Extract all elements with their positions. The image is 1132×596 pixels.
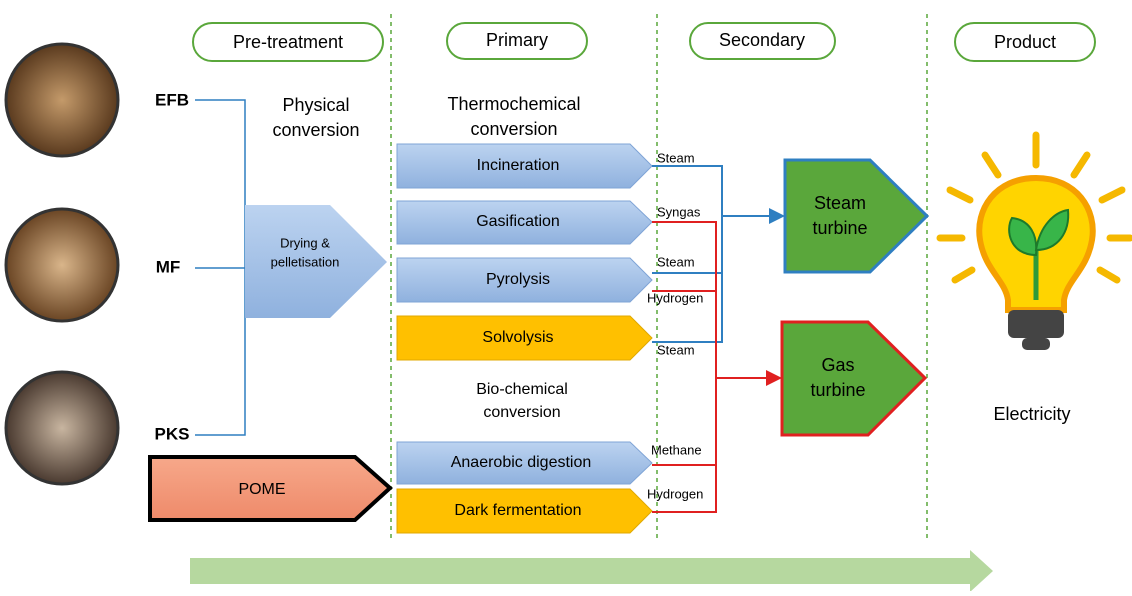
section-label: conversion [272,120,359,140]
stream-label: Methane [651,442,702,457]
stage-label: Pre-treatment [233,32,343,52]
turbine-label: Gas [821,355,854,375]
gas-turbine [782,322,925,435]
process-label: Gasification [476,213,560,230]
steam-turbine [785,160,927,272]
section-label: conversion [470,119,557,139]
section-label: conversion [483,404,560,421]
feedstock-label: MF [156,257,181,276]
section-label: Physical [282,95,349,115]
light-bulb [940,135,1130,350]
process-label: Dark fermentation [454,502,581,519]
product-label: Electricity [993,404,1070,424]
stage-label: Product [994,32,1056,52]
stream-label: Steam [657,254,695,269]
stream-label: Steam [657,342,695,357]
stream-labels: Steam Syngas Steam Hydrogen Steam Methan… [647,150,703,501]
process-label: Pyrolysis [486,271,550,288]
process-label: Solvolysis [482,329,553,346]
progress-arrow [190,550,993,591]
stream-label: Hydrogen [647,290,703,305]
stream-label: Syngas [657,204,701,219]
turbine-label: turbine [812,218,867,238]
feedstock-label: EFB [155,90,189,109]
process-label: Anaerobic digestion [451,454,592,471]
feedstock-label: PKS [155,424,190,443]
section-label: Thermochemical [447,94,580,114]
feedstock-photos [6,44,118,484]
process-label: Drying & [280,235,330,250]
stream-label: Hydrogen [647,486,703,501]
feedstock-label: POME [238,481,285,498]
stage-label: Secondary [719,30,805,50]
section-label: Bio-chemical [476,381,568,398]
stream-label: Steam [657,150,695,165]
feed-lines [195,100,245,435]
process-label: Incineration [477,157,560,174]
turbine-label: turbine [810,380,865,400]
turbine-label: Steam [814,193,866,213]
stage-label: Primary [486,30,548,50]
diagram: Pre-treatment Primary Secondary Product … [0,0,1132,591]
process-label: pelletisation [271,254,340,269]
